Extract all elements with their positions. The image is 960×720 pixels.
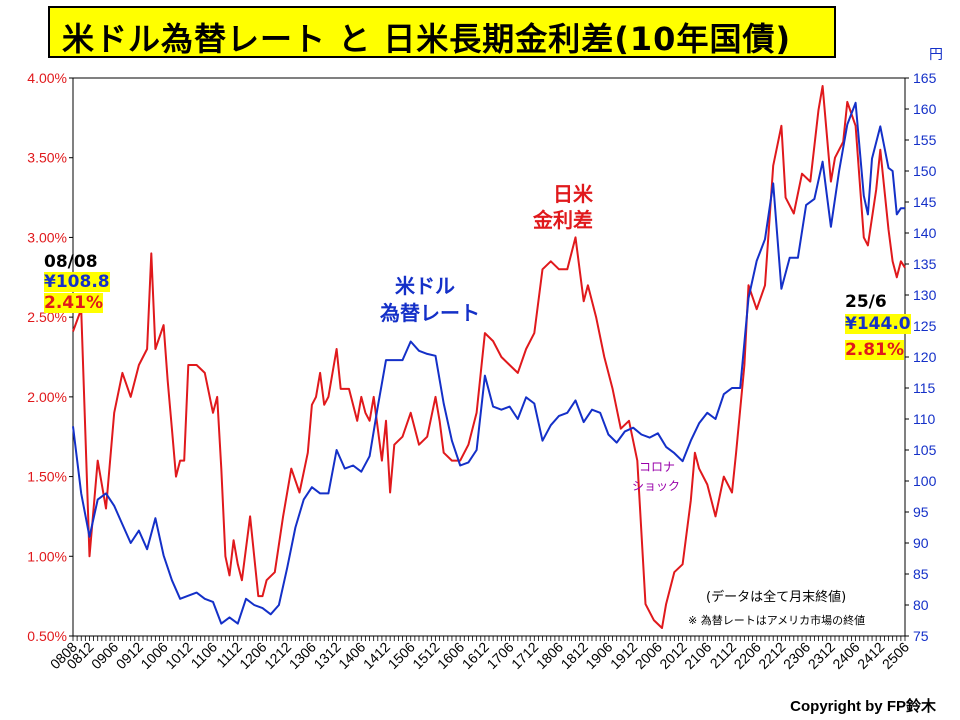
x-tick-label: 1806 — [533, 639, 566, 672]
right-tick-label: 90 — [913, 535, 929, 551]
right-tick-label: 125 — [913, 318, 937, 334]
x-tick-label: 1206 — [236, 639, 269, 672]
x-tick-label: 1006 — [137, 639, 170, 672]
x-tick-label: 2406 — [829, 639, 862, 672]
x-tick-label: 2112 — [707, 639, 740, 672]
left-tick-label: 4.00% — [27, 70, 67, 86]
right-tick-label: 115 — [913, 380, 936, 396]
title-box: 米ドル為替レート と 日米長期金利差(10年国債) — [48, 6, 836, 58]
left-tick-label: 1.00% — [27, 548, 67, 564]
x-tick-label: 2012 — [656, 639, 689, 672]
right-tick-label: 155 — [913, 132, 937, 148]
x-tick-label: 2006 — [632, 639, 665, 672]
note-fx-source: ※ 為替レートはアメリカ市場の終値 — [688, 614, 866, 627]
spread-series-label-2: 金利差 — [533, 208, 593, 232]
left-tick-label: 3.00% — [27, 229, 67, 245]
right-tick-label: 145 — [913, 194, 937, 210]
right-tick-label: 80 — [913, 597, 929, 613]
end-spread-label: 2.81% — [845, 340, 904, 360]
x-tick-label: 1906 — [582, 639, 615, 672]
right-tick-label: 110 — [913, 411, 936, 427]
right-tick-label: 150 — [913, 163, 937, 179]
x-tick-label: 1412 — [360, 639, 393, 672]
fx-line — [72, 101, 905, 625]
x-tick-label: 1812 — [558, 639, 591, 672]
spread-line — [72, 85, 906, 629]
fx-series-label-1: 米ドル — [395, 274, 455, 298]
right-axis-unit: 円 — [929, 47, 943, 63]
x-tick-label: 1912 — [607, 639, 640, 672]
right-tick-label: 105 — [913, 442, 937, 458]
corona-label-1: コロナ — [639, 460, 676, 474]
note-month-end: (データは全て月末終値) — [706, 590, 847, 605]
x-tick-label: 2212 — [755, 639, 788, 672]
spread-series-label-1: 日米 — [553, 182, 593, 206]
right-tick-label: 100 — [913, 473, 937, 489]
right-tick-label: 85 — [913, 566, 929, 582]
start-fx-label: ¥108.8 — [44, 272, 110, 292]
x-tick-label: 2506 — [879, 639, 912, 672]
start-date-label: 08/08 — [44, 252, 98, 272]
end-fx-label: ¥144.0 — [845, 314, 911, 334]
x-tick-label: 1212 — [261, 639, 294, 672]
left-tick-label: 1.50% — [27, 469, 67, 485]
x-tick-label: 2412 — [854, 639, 887, 672]
x-tick-label: 1506 — [385, 639, 418, 672]
right-tick-label: 135 — [913, 256, 937, 272]
corona-label-2: ショック — [632, 479, 681, 493]
chart-title: 米ドル為替レート と 日米長期金利差(10年国債) — [62, 20, 792, 58]
right-tick-label: 120 — [913, 349, 937, 365]
end-date-label: 25/6 — [845, 292, 887, 312]
x-tick-label: 1312 — [310, 639, 343, 672]
right-tick-label: 160 — [913, 101, 937, 117]
plot-area — [72, 77, 906, 637]
right-tick-label: 130 — [913, 287, 937, 303]
left-tick-label: 3.50% — [27, 150, 67, 166]
x-tick-label: 1706 — [483, 639, 516, 672]
left-tick-label: 2.00% — [27, 389, 67, 405]
right-tick-label: 75 — [913, 628, 929, 644]
x-tick-label: 2206 — [730, 639, 763, 672]
start-spread-label: 2.41% — [44, 293, 103, 313]
left-tick-label: 0.50% — [27, 628, 67, 644]
x-tick-label: 0912 — [113, 639, 146, 672]
x-tick-label: 1612 — [459, 639, 492, 672]
x-tick-label: 1712 — [508, 639, 541, 672]
right-tick-label: 95 — [913, 504, 929, 520]
x-tick-label: 2312 — [805, 639, 838, 672]
left-tick-label: 2.50% — [27, 309, 67, 325]
x-tick-label: 1012 — [162, 639, 195, 672]
x-tick-label: 2306 — [780, 639, 813, 672]
x-tick-label: 1306 — [286, 639, 319, 672]
right-tick-label: 140 — [913, 225, 937, 241]
x-tick-label: 1406 — [335, 639, 368, 672]
fx-series-label-2: 為替レート — [380, 301, 480, 325]
x-tick-label: 1106 — [188, 639, 221, 672]
x-tick-label: 1512 — [409, 639, 442, 672]
x-tick-label: 2106 — [681, 639, 714, 672]
x-tick-label: 1606 — [434, 639, 467, 672]
x-tick-label: 0906 — [88, 639, 121, 672]
right-tick-label: 165 — [913, 70, 937, 86]
copyright: Copyright by FP鈴木 — [790, 698, 936, 715]
